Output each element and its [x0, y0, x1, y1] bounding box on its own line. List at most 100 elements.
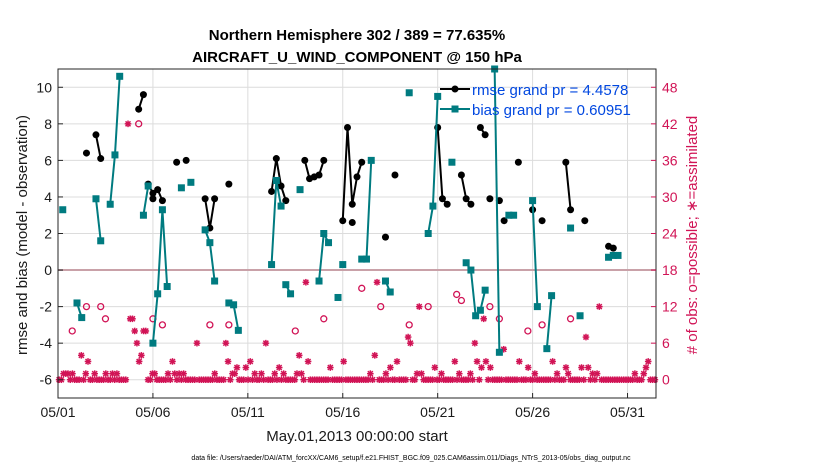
- assimilated-obs-mark: [151, 370, 159, 377]
- assimilated-obs-mark: [576, 376, 583, 384]
- x-tick-label: 05/06: [135, 404, 170, 420]
- assimilated-obs-mark: [162, 376, 170, 384]
- assimilated-obs-mark: [513, 376, 521, 384]
- bias-point: [339, 261, 347, 269]
- assimilated-obs-stroke: [582, 334, 589, 341]
- rmse-point: [391, 171, 399, 179]
- assimilated-obs-mark: [138, 352, 145, 359]
- rmse-point: [358, 158, 366, 166]
- assimilated-obs-stroke: [305, 358, 312, 365]
- rmse-point: [443, 200, 451, 208]
- rmse-point: [481, 131, 489, 139]
- assimilated-obs-stroke: [240, 376, 247, 383]
- bias-point: [358, 255, 366, 263]
- y2-tick-label: 24: [662, 226, 678, 242]
- assimilated-obs-stroke: [365, 376, 372, 383]
- rmse-point: [581, 217, 589, 225]
- assimilated-obs-stroke: [258, 370, 265, 377]
- bias-point: [92, 195, 100, 203]
- assimilated-obs-mark: [582, 333, 590, 341]
- bias-point: [201, 226, 209, 234]
- assimilated-obs-stroke: [125, 120, 132, 127]
- assimilated-obs-mark: [411, 376, 419, 384]
- rmse-point: [353, 173, 361, 181]
- assimilated-obs-stroke: [514, 376, 521, 383]
- assimilated-obs-mark: [584, 364, 592, 371]
- assimilated-obs-mark: [451, 358, 459, 365]
- possible-obs-mark: [424, 302, 432, 311]
- assimilated-obs-stroke: [529, 376, 536, 383]
- bias-point: [476, 306, 484, 314]
- x-tick-label: 05/31: [610, 404, 645, 420]
- assimilated-obs-mark: [482, 358, 490, 365]
- assimilated-obs-stroke: [247, 358, 254, 365]
- rmse-point: [467, 200, 475, 208]
- assimilated-obs-mark: [404, 333, 412, 341]
- rmse-point: [272, 155, 280, 163]
- assimilated-obs-stroke: [64, 370, 72, 377]
- y2-tick-label: 6: [662, 335, 670, 351]
- assimilated-obs-mark: [64, 370, 72, 377]
- assimilated-obs-stroke: [242, 364, 249, 371]
- assimilated-obs-mark: [369, 376, 376, 384]
- assimilated-obs-stroke: [591, 376, 598, 383]
- y-tick-label: 10: [36, 79, 52, 95]
- assimilated-obs-stroke: [471, 340, 478, 347]
- bias-line: [142, 185, 150, 216]
- possible-obs-mark: [453, 290, 461, 299]
- possible-obs-mark: [158, 321, 167, 329]
- assimilated-obs-stroke: [525, 364, 532, 371]
- assimilated-obs-stroke: [211, 370, 218, 377]
- assimilated-obs-stroke: [465, 376, 472, 383]
- assimilated-obs-stroke: [249, 376, 256, 383]
- assimilated-obs-mark: [102, 370, 110, 377]
- assimilated-obs-mark: [222, 339, 230, 347]
- rmse-point: [301, 156, 309, 164]
- assimilated-obs-stroke: [220, 376, 227, 383]
- assimilated-obs-mark: [82, 370, 90, 377]
- assimilated-obs-stroke: [131, 327, 138, 334]
- assimilated-obs-stroke: [478, 364, 485, 371]
- assimilated-obs-stroke: [642, 364, 650, 371]
- assimilated-obs-stroke: [594, 370, 601, 377]
- assimilated-obs-mark: [578, 364, 585, 371]
- assimilated-obs-stroke: [418, 370, 425, 377]
- assimilated-obs-stroke: [467, 370, 474, 377]
- assimilated-obs-stroke: [436, 376, 443, 383]
- assimilated-obs-stroke: [385, 376, 392, 383]
- possible-obs-mark: [82, 302, 91, 311]
- possible-obs-mark: [358, 284, 366, 292]
- bias-point: [320, 230, 328, 237]
- assimilated-obs-mark: [415, 303, 423, 310]
- assimilated-obs-stroke: [407, 340, 414, 347]
- assimilated-obs-mark: [280, 370, 287, 377]
- rmse-point: [348, 200, 356, 208]
- assimilated-obs-mark: [564, 370, 572, 377]
- bias-point: [106, 200, 114, 208]
- bias-point: [424, 230, 432, 237]
- assimilated-obs-mark: [246, 358, 254, 365]
- assimilated-obs-stroke: [589, 370, 596, 377]
- assimilated-obs-mark: [380, 376, 387, 384]
- assimilated-obs-stroke: [151, 370, 158, 377]
- possible-obs-mark: [524, 327, 532, 335]
- assimilated-obs-stroke: [451, 358, 458, 365]
- assimilated-obs-stroke: [374, 279, 381, 286]
- legend-bias-marker: [451, 105, 459, 113]
- assimilated-obs-stroke: [580, 376, 587, 383]
- bias-point: [149, 339, 157, 347]
- assimilated-obs-stroke: [371, 352, 378, 359]
- assimilated-obs-stroke: [416, 303, 423, 310]
- assimilated-obs-mark: [275, 364, 283, 371]
- assimilated-obs-mark: [193, 339, 201, 347]
- bias-point: [381, 277, 389, 285]
- assimilated-obs-mark: [242, 364, 250, 371]
- assimilated-obs-stroke: [76, 376, 83, 383]
- assimilated-obs-stroke: [516, 358, 523, 365]
- assimilated-obs-stroke: [431, 364, 438, 371]
- bias-point: [429, 202, 437, 210]
- assimilated-obs-mark: [407, 339, 414, 347]
- bias-point: [211, 277, 219, 285]
- assimilated-obs-stroke: [298, 370, 305, 377]
- assimilated-obs-mark: [109, 370, 116, 377]
